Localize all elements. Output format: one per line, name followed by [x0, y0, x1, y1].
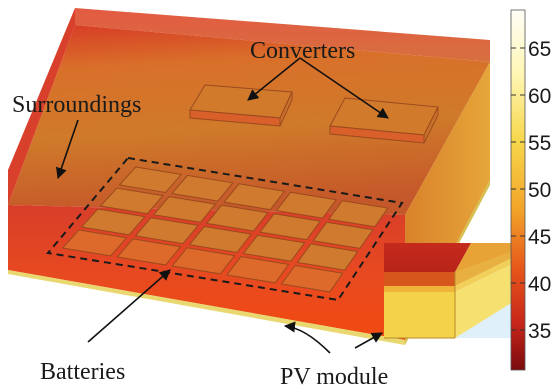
label-batteries: Batteries: [40, 359, 125, 385]
label-pv-module: PV module: [280, 364, 388, 389]
battery-cell: [223, 183, 286, 211]
colorbar-tick-label: 65: [528, 38, 551, 61]
battery-cell: [205, 204, 269, 232]
battery-cell: [296, 243, 359, 271]
battery-cell: [99, 187, 164, 215]
pv-module-inset: [384, 243, 516, 339]
battery-cell: [171, 247, 236, 275]
arrow-converters-left: [247, 57, 301, 101]
colorbar-tick-label: 55: [528, 132, 551, 155]
colorbar-tick-label: 60: [528, 85, 551, 108]
colorbar-gradient: [510, 9, 526, 371]
battery-cell: [328, 200, 389, 228]
battery-cell: [61, 229, 128, 257]
battery-cell: [259, 213, 322, 241]
label-surroundings: Surroundings: [12, 92, 141, 118]
battery-grid: [61, 166, 389, 293]
enclosure-left-wall: [8, 8, 75, 205]
battery-cell: [152, 196, 217, 223]
battery-cell: [242, 234, 306, 262]
battery-cell: [134, 217, 199, 245]
arrow-batteries: [87, 269, 171, 343]
colorbar-tick-label: 45: [528, 226, 551, 249]
battery-cell: [225, 256, 290, 284]
arrow-pv-module-inset: [354, 332, 383, 349]
battery-cell: [188, 225, 253, 254]
colorbar: 65 60 55 50 45 40 35: [510, 9, 551, 371]
arrow-surroundings: [55, 119, 79, 180]
pv-module-edge: [8, 270, 405, 345]
battery-cell: [80, 208, 146, 236]
enclosure-back-wall: [75, 8, 490, 62]
arrow-converters-right: [299, 57, 389, 119]
batteries-dashed-outline: [46, 156, 404, 302]
battery-cell: [312, 221, 374, 249]
label-converters: Converters: [250, 38, 355, 64]
annotation-arrows: [55, 57, 389, 354]
battery-cell: [275, 191, 338, 219]
battery-cell: [170, 174, 234, 202]
battery-cell: [116, 238, 182, 266]
battery-cell: [280, 264, 344, 293]
converter-left: [189, 84, 293, 127]
arrow-pv-module: [283, 321, 331, 354]
colorbar-tick-label: 35: [528, 320, 551, 343]
battery-cell: [118, 166, 183, 194]
colorbar-tick-label: 50: [528, 179, 551, 202]
colorbar-tick-label: 40: [528, 273, 551, 296]
